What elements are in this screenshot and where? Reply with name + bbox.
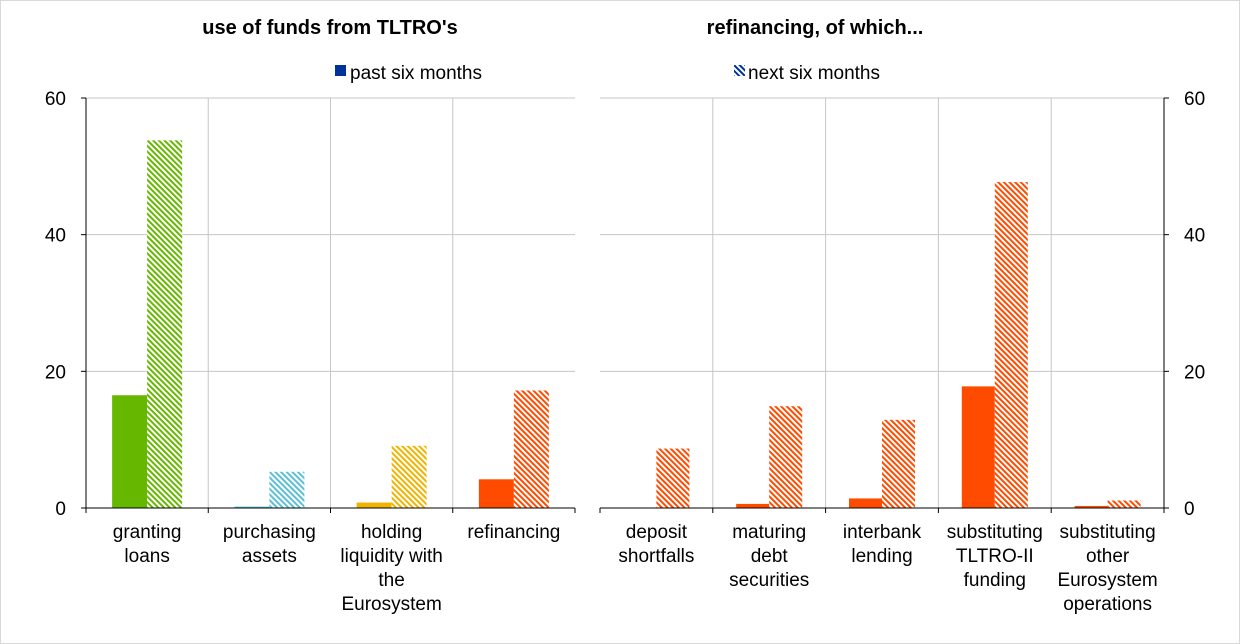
y-tick-label: 40 xyxy=(45,226,66,247)
bar-right-next-1 xyxy=(769,406,803,508)
bar-right-past-3 xyxy=(961,386,995,508)
right-chart: deposit shortfalls maturing debt securities i… xyxy=(599,89,1205,615)
left-chart-title: use of funds from TLTRO's xyxy=(202,17,458,39)
legend-label-past-six-months: past six months xyxy=(350,63,482,84)
left-chart: granting loans purchasing assets holding liqu… xyxy=(45,89,576,615)
bar-left-past-0 xyxy=(112,395,148,508)
bar-right-next-0 xyxy=(656,448,690,508)
bar-right-next-3 xyxy=(994,182,1028,509)
bar-left-past-3 xyxy=(478,479,514,508)
bar-left-next-0 xyxy=(147,140,183,508)
legend-swatch-next-six-months xyxy=(734,65,745,76)
category-label: substituting other Eurosystem operations xyxy=(1057,522,1157,615)
bar-right-next-2 xyxy=(882,419,915,508)
bar-left-next-3 xyxy=(513,390,549,508)
bar-left-past-2 xyxy=(356,502,392,508)
category-label: refinancing xyxy=(467,522,560,543)
bar-right-next-4 xyxy=(1107,500,1141,508)
right-chart-title: refinancing, of which... xyxy=(707,17,924,39)
legend-swatch-past-six-months xyxy=(335,65,346,76)
legend-label-next-six-months: next six months xyxy=(748,63,880,84)
bar-right-past-2 xyxy=(849,498,882,508)
category-label: holding liquidity with the Eurosystem xyxy=(340,522,442,615)
y-tick-label: 0 xyxy=(55,499,66,520)
y-tick-label: 60 xyxy=(45,89,66,110)
bar-right-past-4 xyxy=(1074,505,1108,508)
y-tick-label: 60 xyxy=(1184,89,1205,110)
bar-left-past-1 xyxy=(234,506,270,508)
legend: past six months next six months xyxy=(335,63,880,84)
category-label: deposit shortfalls xyxy=(618,522,694,567)
category-label: granting loans xyxy=(113,522,182,567)
bar-right-past-1 xyxy=(736,503,770,508)
y-tick-label: 20 xyxy=(1184,362,1205,383)
bar-left-next-2 xyxy=(391,445,427,508)
category-label: substituting TLTRO-II funding xyxy=(947,522,1043,591)
bar-left-next-1 xyxy=(269,471,305,508)
y-tick-label: 40 xyxy=(1184,226,1205,247)
category-label: interbank lending xyxy=(843,522,922,567)
category-label: purchasing assets xyxy=(223,522,316,567)
y-tick-label: 0 xyxy=(1184,499,1195,520)
y-tick-label: 20 xyxy=(45,362,66,383)
category-label: maturing debt securities xyxy=(729,522,809,591)
